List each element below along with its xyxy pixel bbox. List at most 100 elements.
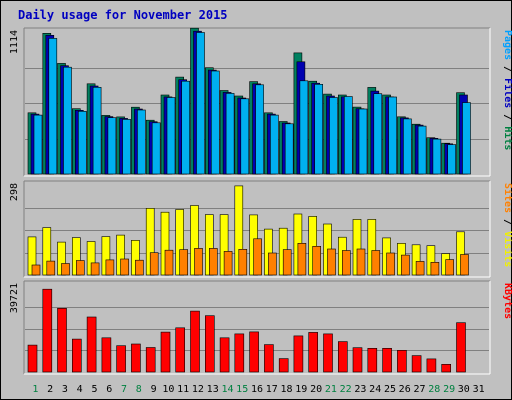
bar-kbytes-day-13 [205,315,215,373]
bar-kbytes-day-4 [72,338,82,373]
bar-kbytes-day-3 [57,307,67,373]
bar-sites-day-15 [238,249,248,276]
bar-kbytes-day-23 [352,347,363,373]
bar-kbytes-day-16 [249,331,259,373]
bar-pages-day-14 [225,93,235,175]
bar-kbytes-day-21 [323,333,333,373]
x-tick-label-day-16: 16 [251,384,263,395]
bar-kbytes-day-8 [131,343,141,373]
bar-pages-day-16 [255,84,264,175]
bar-kbytes-day-24 [367,347,378,373]
bar-kbytes-day-25 [382,347,392,373]
x-tick-label-day-22: 22 [340,384,352,395]
bar-sites-day-12 [194,248,203,276]
bar-sites-day-9 [149,252,159,276]
bar-pages-day-1 [33,114,43,175]
bar-kbytes-day-30 [456,322,466,373]
x-tick-label-day-2: 2 [47,384,53,395]
bar-kbytes-day-22 [337,341,348,373]
bar-kbytes-day-29 [441,363,452,373]
bar-sites-day-11 [179,249,188,276]
x-tick-label-day-28: 28 [428,384,440,395]
panel-1-max-label: 298 [9,183,20,201]
bar-sites-day-20 [312,246,322,276]
panel-1-series-label-part-1: / [502,213,512,231]
bar-pages-day-20 [314,84,324,175]
x-tick-label-day-7: 7 [121,384,127,395]
bar-kbytes-day-17 [264,344,274,373]
panel-1-series-label: Sites / Visits [502,183,512,267]
bar-kbytes-day-10 [160,331,171,373]
bar-sites-day-23 [356,248,366,276]
bar-sites-day-4 [76,260,85,276]
bar-pages-day-23 [358,108,368,175]
bar-sites-day-14 [223,251,233,276]
bar-kbytes-day-5 [86,316,97,373]
x-tick-label-day-1: 1 [32,384,38,395]
x-tick-label-day-17: 17 [266,384,278,395]
bar-sites-day-13 [209,248,218,276]
bar-kbytes-day-2 [42,288,53,373]
bar-sites-day-26 [401,254,410,276]
bar-pages-day-11 [181,80,190,175]
bar-kbytes-day-19 [293,335,304,373]
x-tick-label-day-23: 23 [354,384,366,395]
x-tick-label-day-27: 27 [413,384,425,395]
panel-0-max-label: 1114 [9,30,20,54]
bar-sites-day-22 [341,250,351,276]
bar-kbytes-day-28 [426,358,437,373]
panel-0-series-label-part-3: / [502,108,512,126]
bar-pages-day-3 [63,66,72,175]
bar-pages-day-13 [211,70,220,175]
x-tick-label-day-11: 11 [177,384,189,395]
panel-2-series-label: KBytes [502,283,512,319]
bar-kbytes-day-27 [411,355,422,373]
x-tick-label-day-15: 15 [236,384,248,395]
bar-pages-day-21 [329,97,338,175]
panel-2-max-label: 39721 [9,283,20,313]
bar-sites-day-19 [297,243,307,276]
x-tick-label-day-12: 12 [192,384,204,395]
x-tick-label-day-19: 19 [295,384,307,395]
x-tick-label-day-31: 31 [473,384,485,395]
bar-pages-day-28 [432,138,442,175]
bar-kbytes-day-20 [308,332,319,373]
bar-kbytes-day-9 [145,347,156,373]
bar-pages-day-5 [92,87,102,175]
panel-0-series-label-part-4: Hits [502,126,512,150]
bar-kbytes-day-6 [101,337,112,373]
panel-1-series-label-part-0: Sites [502,183,512,213]
bar-pages-day-17 [270,114,279,175]
bar-sites-day-8 [135,259,144,276]
bar-kbytes-day-11 [175,327,185,373]
x-tick-label-day-6: 6 [106,384,112,395]
bar-kbytes-day-12 [190,310,200,373]
bar-pages-day-2 [48,38,58,175]
bar-pages-day-15 [240,98,250,175]
x-tick-label-day-14: 14 [221,384,233,395]
bar-pages-day-25 [388,96,397,175]
bar-pages-day-9 [151,122,161,175]
x-tick-label-day-21: 21 [325,384,337,395]
x-tick-label-day-3: 3 [62,384,68,395]
bar-pages-day-7 [122,119,131,175]
bar-kbytes-day-1 [27,344,38,373]
bar-kbytes-day-14 [219,337,230,373]
bar-kbytes-day-18 [278,358,289,373]
x-tick-label-day-30: 30 [458,384,470,395]
x-tick-label-day-29: 29 [443,384,455,395]
bar-sites-day-24 [371,250,381,276]
bar-pages-day-6 [107,117,117,175]
bar-sites-day-1 [31,264,41,276]
panel-0-series-label-part-2: Files [502,78,512,108]
panel-1-series-label-part-2: Visits [502,231,512,267]
bar-pages-day-10 [166,97,176,175]
bar-pages-day-12 [196,32,205,175]
bar-sites-day-6 [105,259,115,276]
bar-sites-day-16 [253,238,262,276]
x-tick-label-day-25: 25 [384,384,396,395]
bar-kbytes-day-26 [397,349,407,373]
bar-pages-day-8 [137,109,146,175]
bar-sites-day-21 [327,248,336,276]
bar-pages-day-22 [343,96,353,175]
